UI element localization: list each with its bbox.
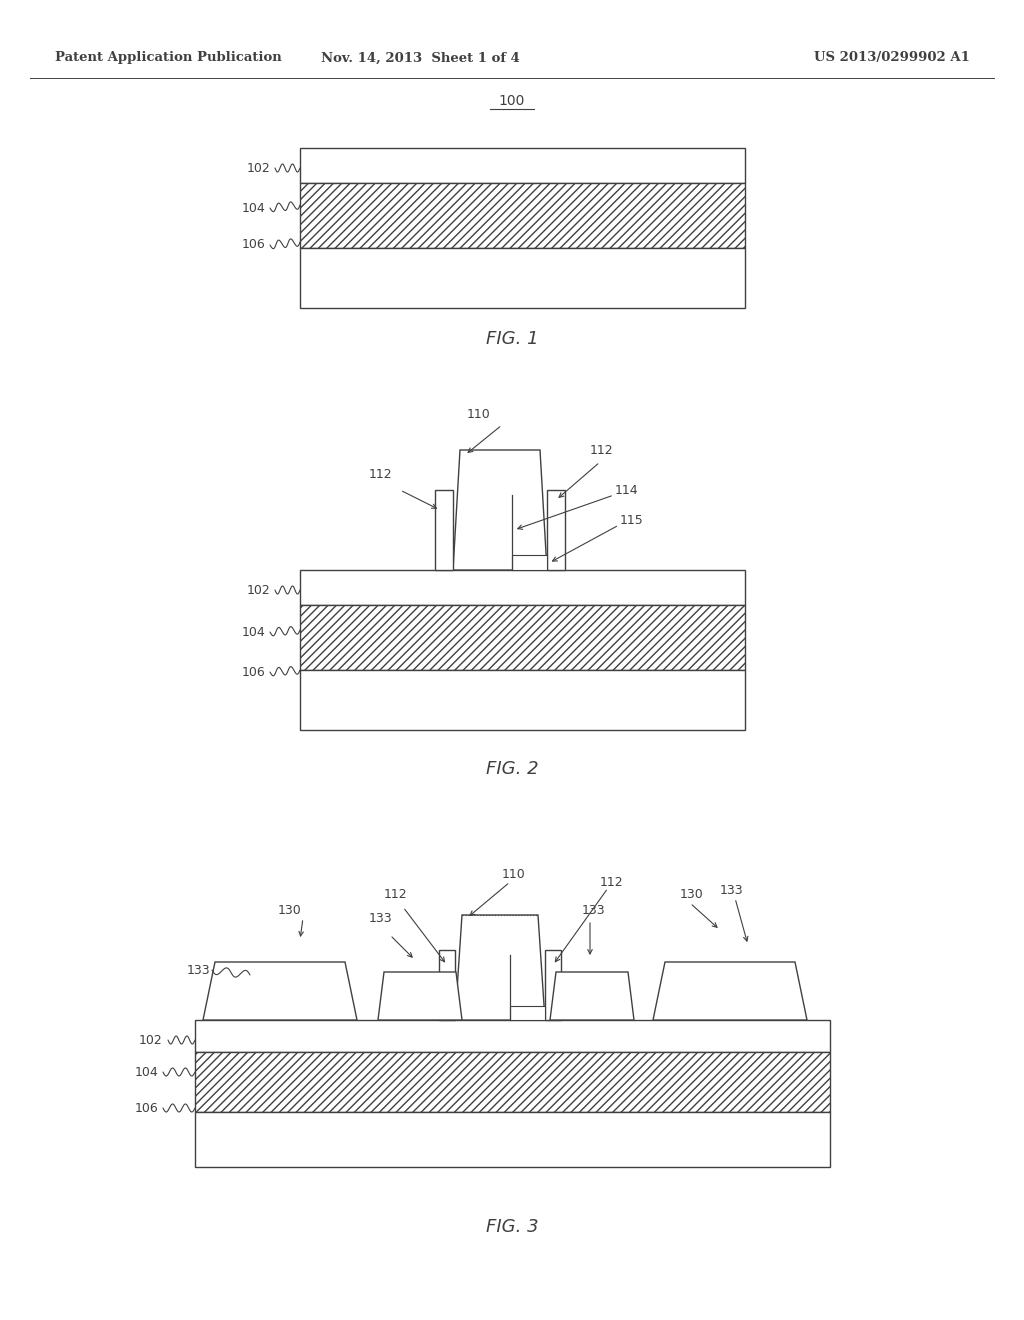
- Text: 106: 106: [242, 239, 265, 252]
- Bar: [510, 1006, 545, 1020]
- Bar: [300, 183, 745, 248]
- Bar: [195, 1052, 830, 1111]
- Text: 102: 102: [246, 583, 270, 597]
- Text: 133: 133: [369, 912, 392, 925]
- Polygon shape: [453, 450, 547, 570]
- Polygon shape: [203, 962, 357, 1020]
- Text: 112: 112: [600, 875, 624, 888]
- Bar: [512, 554, 547, 570]
- Text: 106: 106: [242, 665, 265, 678]
- Polygon shape: [455, 915, 545, 1020]
- Text: 133: 133: [720, 883, 743, 896]
- Bar: [547, 490, 565, 570]
- Bar: [435, 490, 453, 570]
- Text: FIG. 1: FIG. 1: [485, 330, 539, 348]
- Text: FIG. 3: FIG. 3: [485, 1218, 539, 1236]
- Bar: [300, 148, 745, 183]
- Text: 102: 102: [246, 161, 270, 174]
- Polygon shape: [550, 972, 634, 1020]
- Text: 100: 100: [499, 94, 525, 108]
- Bar: [195, 1020, 830, 1052]
- Text: 106: 106: [134, 1101, 158, 1114]
- Bar: [545, 950, 561, 1020]
- Bar: [300, 248, 745, 308]
- Text: FIG. 2: FIG. 2: [485, 760, 539, 777]
- Text: 102: 102: [138, 1034, 162, 1047]
- Text: 130: 130: [279, 903, 302, 916]
- Text: Patent Application Publication: Patent Application Publication: [55, 51, 282, 65]
- Bar: [439, 950, 455, 1020]
- Polygon shape: [378, 972, 462, 1020]
- Text: 115: 115: [620, 513, 644, 527]
- Polygon shape: [653, 962, 807, 1020]
- Bar: [195, 1111, 830, 1167]
- Text: 112: 112: [590, 444, 613, 457]
- Text: 130: 130: [680, 888, 703, 902]
- Text: 112: 112: [383, 888, 407, 902]
- Text: 110: 110: [502, 869, 525, 882]
- Text: 112: 112: [369, 469, 392, 482]
- Text: US 2013/0299902 A1: US 2013/0299902 A1: [814, 51, 970, 65]
- Bar: [300, 605, 745, 671]
- Text: 110: 110: [466, 408, 490, 421]
- Text: 133: 133: [582, 903, 605, 916]
- Bar: [300, 671, 745, 730]
- Text: 133: 133: [186, 964, 210, 977]
- Text: 114: 114: [615, 483, 639, 496]
- Text: Nov. 14, 2013  Sheet 1 of 4: Nov. 14, 2013 Sheet 1 of 4: [321, 51, 519, 65]
- Text: 104: 104: [242, 202, 265, 214]
- Text: 104: 104: [242, 626, 265, 639]
- Bar: [300, 570, 745, 605]
- Text: 104: 104: [134, 1065, 158, 1078]
